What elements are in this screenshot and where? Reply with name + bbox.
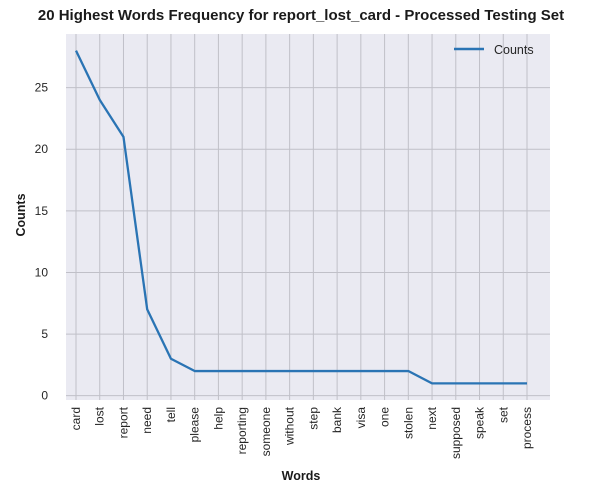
legend: Counts xyxy=(454,43,534,57)
x-tick-label: one xyxy=(378,407,392,427)
y-tick-label: 10 xyxy=(35,265,49,279)
y-tick-label: 15 xyxy=(35,204,49,218)
y-tick-label: 5 xyxy=(41,327,48,341)
x-tick-label: someone xyxy=(259,407,273,457)
plot-area xyxy=(66,34,550,400)
x-tick-label: need xyxy=(140,407,154,434)
y-axis-label: Counts xyxy=(14,193,28,236)
x-tick-label: supposed xyxy=(449,407,463,459)
series-line-counts xyxy=(74,50,527,385)
x-tick-label: step xyxy=(306,407,320,430)
x-tick-label: process xyxy=(520,407,534,449)
x-tick-label: visa xyxy=(354,407,368,429)
x-tick-label: bank xyxy=(330,406,344,433)
y-tick-label: 25 xyxy=(35,81,49,95)
x-tick-label: without xyxy=(283,406,297,446)
x-tick-label: stolen xyxy=(401,407,415,439)
x-tick-label: help xyxy=(211,407,225,430)
x-tick-label: lost xyxy=(93,406,107,425)
x-axis-label: Words xyxy=(282,469,321,483)
x-tick-label: reporting xyxy=(235,407,249,454)
grid-lines xyxy=(66,34,550,400)
x-tick-label: please xyxy=(188,407,202,443)
x-tick-label: speak xyxy=(473,406,487,439)
x-axis-ticks: card lost report need tell please help reportin… xyxy=(69,406,534,459)
legend-label-counts: Counts xyxy=(494,43,534,57)
y-tick-label: 20 xyxy=(35,142,49,156)
x-tick-label: card xyxy=(69,407,83,430)
x-tick-label: set xyxy=(496,406,510,423)
x-tick-label: tell xyxy=(164,407,178,422)
chart-title: 20 Highest Words Frequency for report_lo… xyxy=(38,7,564,24)
y-axis-ticks: 0 5 10 15 20 25 xyxy=(35,81,49,403)
x-tick-label: next xyxy=(425,406,439,429)
x-tick-label: report xyxy=(116,406,130,438)
y-tick-label: 0 xyxy=(41,389,48,403)
